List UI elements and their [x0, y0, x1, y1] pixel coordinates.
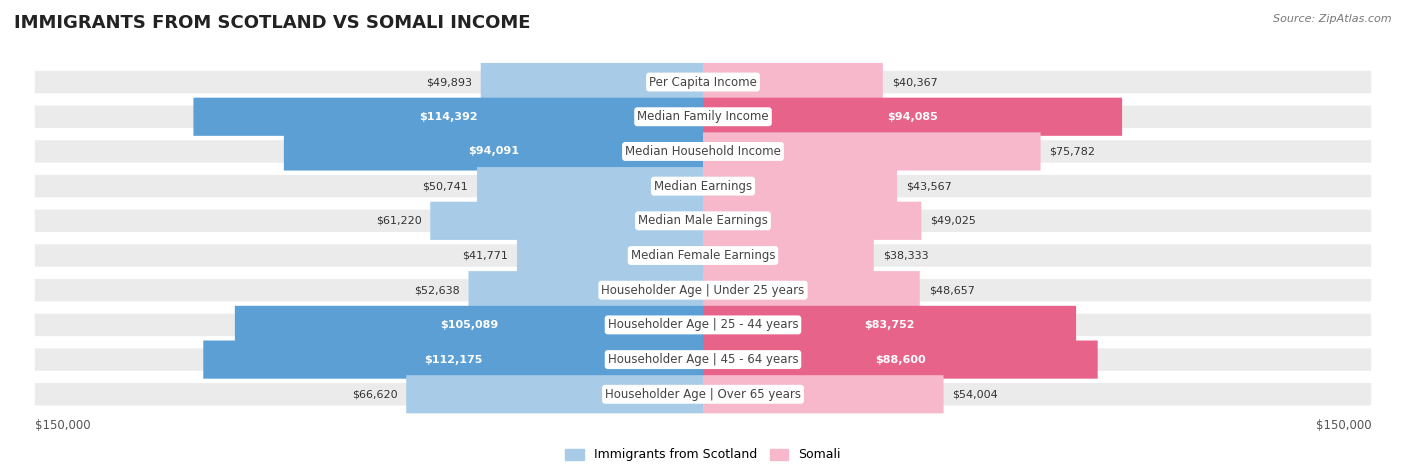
- FancyBboxPatch shape: [35, 314, 1371, 336]
- Text: $105,089: $105,089: [440, 320, 498, 330]
- Text: Householder Age | 45 - 64 years: Householder Age | 45 - 64 years: [607, 353, 799, 366]
- Text: $112,175: $112,175: [425, 354, 482, 365]
- Text: Median Earnings: Median Earnings: [654, 180, 752, 192]
- FancyBboxPatch shape: [477, 167, 703, 205]
- FancyBboxPatch shape: [703, 202, 921, 240]
- Text: $83,752: $83,752: [865, 320, 915, 330]
- FancyBboxPatch shape: [517, 236, 703, 275]
- Text: $41,771: $41,771: [463, 250, 508, 261]
- FancyBboxPatch shape: [703, 375, 943, 413]
- FancyBboxPatch shape: [204, 340, 703, 379]
- FancyBboxPatch shape: [703, 98, 1122, 136]
- Text: $50,741: $50,741: [422, 181, 468, 191]
- Text: Median Family Income: Median Family Income: [637, 110, 769, 123]
- Text: $38,333: $38,333: [883, 250, 928, 261]
- Text: $94,091: $94,091: [468, 147, 519, 156]
- Text: $114,392: $114,392: [419, 112, 478, 122]
- Text: Median Household Income: Median Household Income: [626, 145, 780, 158]
- FancyBboxPatch shape: [35, 348, 1371, 371]
- FancyBboxPatch shape: [481, 63, 703, 101]
- Text: $61,220: $61,220: [375, 216, 422, 226]
- FancyBboxPatch shape: [35, 210, 1371, 232]
- Text: $40,367: $40,367: [891, 77, 938, 87]
- Text: IMMIGRANTS FROM SCOTLAND VS SOMALI INCOME: IMMIGRANTS FROM SCOTLAND VS SOMALI INCOM…: [14, 14, 530, 32]
- Text: $88,600: $88,600: [875, 354, 925, 365]
- Text: $75,782: $75,782: [1049, 147, 1095, 156]
- Legend: Immigrants from Scotland, Somali: Immigrants from Scotland, Somali: [565, 448, 841, 461]
- FancyBboxPatch shape: [35, 106, 1371, 128]
- Text: Median Male Earnings: Median Male Earnings: [638, 214, 768, 227]
- FancyBboxPatch shape: [35, 175, 1371, 198]
- Text: $49,025: $49,025: [931, 216, 976, 226]
- Text: Householder Age | Over 65 years: Householder Age | Over 65 years: [605, 388, 801, 401]
- FancyBboxPatch shape: [235, 306, 703, 344]
- FancyBboxPatch shape: [194, 98, 703, 136]
- Text: $54,004: $54,004: [952, 389, 998, 399]
- FancyBboxPatch shape: [35, 244, 1371, 267]
- Text: $43,567: $43,567: [905, 181, 952, 191]
- FancyBboxPatch shape: [703, 167, 897, 205]
- FancyBboxPatch shape: [35, 279, 1371, 301]
- FancyBboxPatch shape: [703, 340, 1098, 379]
- Text: Householder Age | Under 25 years: Householder Age | Under 25 years: [602, 284, 804, 297]
- FancyBboxPatch shape: [430, 202, 703, 240]
- Text: $48,657: $48,657: [928, 285, 974, 295]
- FancyBboxPatch shape: [35, 71, 1371, 93]
- Text: $66,620: $66,620: [352, 389, 398, 399]
- Text: $94,085: $94,085: [887, 112, 938, 122]
- FancyBboxPatch shape: [703, 236, 873, 275]
- Text: Source: ZipAtlas.com: Source: ZipAtlas.com: [1274, 14, 1392, 24]
- FancyBboxPatch shape: [35, 383, 1371, 405]
- FancyBboxPatch shape: [406, 375, 703, 413]
- FancyBboxPatch shape: [35, 140, 1371, 163]
- Text: Per Capita Income: Per Capita Income: [650, 76, 756, 89]
- FancyBboxPatch shape: [703, 306, 1076, 344]
- Text: $150,000: $150,000: [35, 419, 90, 432]
- Text: Householder Age | 25 - 44 years: Householder Age | 25 - 44 years: [607, 318, 799, 332]
- FancyBboxPatch shape: [284, 132, 703, 170]
- FancyBboxPatch shape: [703, 63, 883, 101]
- FancyBboxPatch shape: [703, 132, 1040, 170]
- FancyBboxPatch shape: [468, 271, 703, 309]
- Text: $52,638: $52,638: [413, 285, 460, 295]
- Text: Median Female Earnings: Median Female Earnings: [631, 249, 775, 262]
- FancyBboxPatch shape: [703, 271, 920, 309]
- Text: $150,000: $150,000: [1316, 419, 1371, 432]
- Text: $49,893: $49,893: [426, 77, 472, 87]
